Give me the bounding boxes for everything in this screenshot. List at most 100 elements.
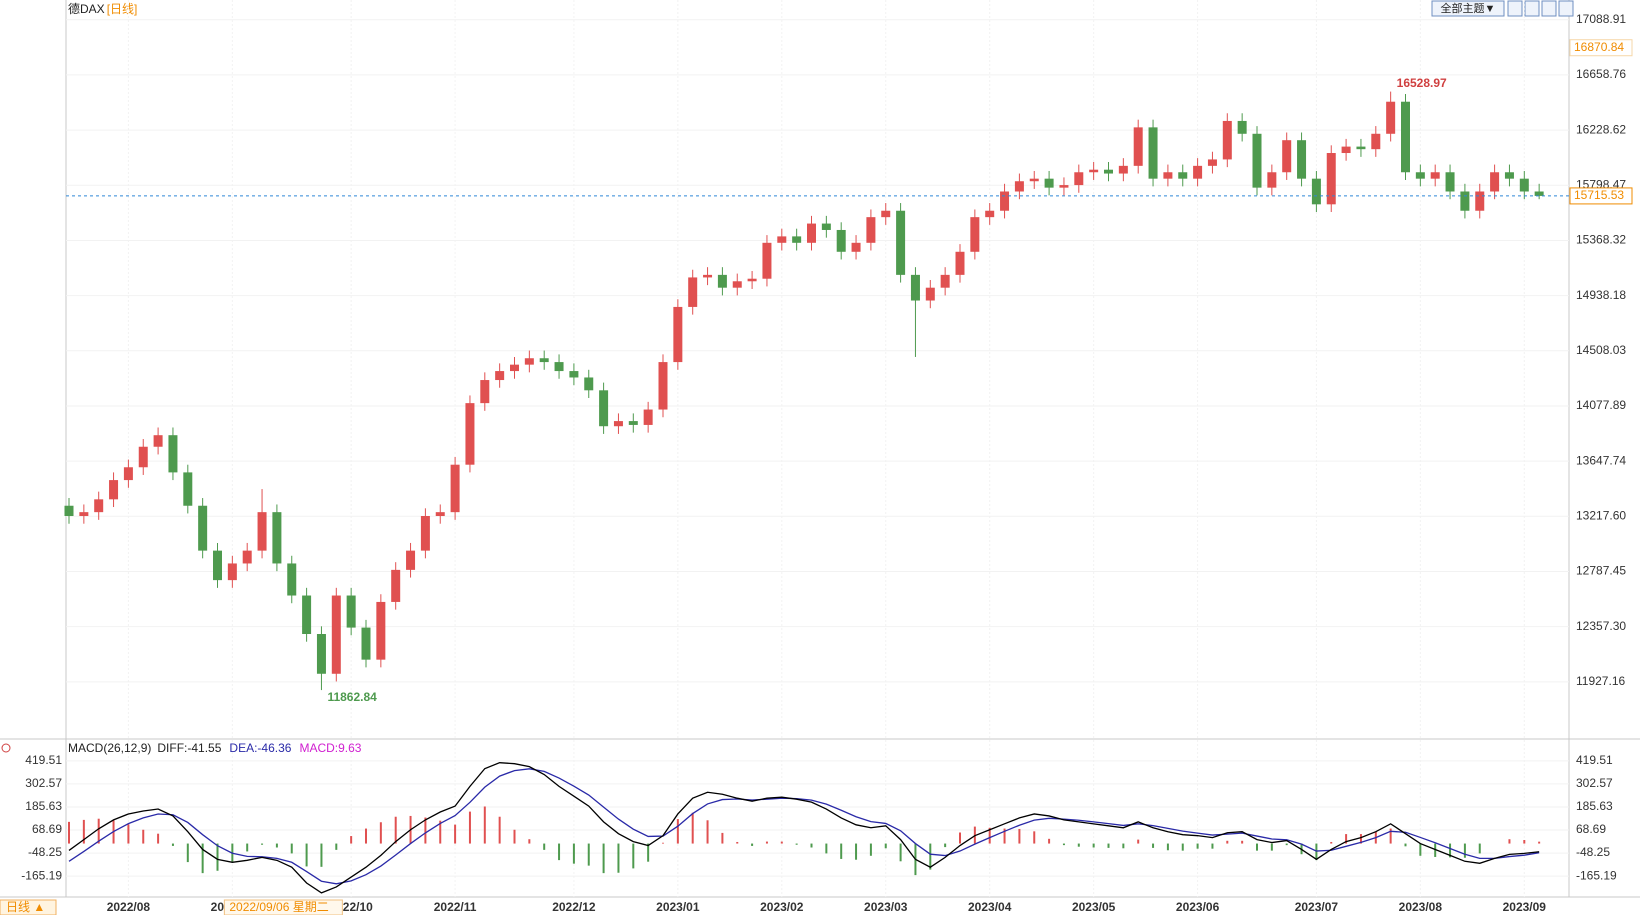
candle-body [1356,146,1366,150]
candle-body [881,210,891,218]
candle-body [821,223,831,230]
candle-body [1401,101,1410,173]
candle-body [539,358,549,363]
candle-body [242,550,252,564]
candle-body [1148,127,1158,179]
candle-body [807,223,816,243]
candle-body [1326,153,1336,205]
y-tick-label: 185.63 [1576,799,1613,813]
candle-body [1252,133,1262,188]
candle-body [985,210,995,218]
candle-body [1029,178,1039,182]
x-tick-label: 2023/09 [1503,900,1547,914]
candle-body [1519,178,1529,192]
last-price-label: 15715.53 [1574,188,1624,202]
candle-body [762,242,772,279]
y-tick-label: 13217.60 [1576,508,1626,522]
macd-value: 9.63 [338,741,362,755]
crosshair-date: 2022/09/06 星期二 [229,900,328,914]
candle-body [1445,172,1455,192]
candle-body [1059,185,1069,188]
candle-body [599,390,609,427]
y-tick-label: 16658.76 [1576,67,1626,81]
candle-body [925,287,935,301]
period-button-label[interactable]: 日线 ▲ [6,900,45,914]
candle-body [643,409,653,425]
price-marker-label: 16870.84 [1574,40,1624,54]
candle-body [747,278,757,282]
candle-body [1341,146,1351,154]
candle-body [628,421,638,425]
candle-body [480,380,490,404]
candle-body [64,505,74,517]
candle-body [1430,172,1440,179]
candle-body [227,563,237,581]
candle-body [717,274,727,288]
y-tick-label: 302.57 [1576,776,1613,790]
dea-label: DEA: [229,741,257,755]
dea-line [68,768,1540,885]
x-tick-label: 2023/01 [656,900,700,914]
candle-body [658,362,668,410]
candle-body [732,281,742,288]
y-tick-label: 15368.32 [1576,233,1626,247]
period-button[interactable] [0,899,57,915]
candle-body [331,595,341,674]
theme-button[interactable] [1431,0,1505,17]
candle-body [272,512,282,564]
symbol: 德DAX [68,1,105,16]
y-tick-label: 14508.03 [1576,343,1626,357]
candle-body [302,595,312,635]
max-label: 16528.97 [1397,76,1447,90]
y-tick-label-left: 68.69 [32,822,62,836]
candle-body [287,563,297,596]
layout-button[interactable] [1558,0,1574,17]
candle-body [1534,191,1544,196]
candle-body [94,499,104,513]
candle-body [1089,169,1099,173]
x-tick-label: 2023/06 [1176,900,1220,914]
layout-button[interactable] [1507,0,1523,17]
y-tick-label-left: 185.63 [25,799,62,813]
candle-body [510,364,519,372]
y-tick-label-left: -48.25 [28,845,62,859]
y-tick-label: 419.51 [1576,753,1613,767]
y-tick-label: 14938.18 [1576,288,1626,302]
theme-button-label[interactable]: 全部主题▼ [1441,1,1496,15]
candle-body [406,550,416,570]
candle-body [1475,191,1485,211]
y-tick-label-left: 302.57 [25,776,62,790]
y-tick-label: 13647.74 [1576,453,1626,467]
candle-body [584,377,594,391]
candle-body [688,277,698,307]
layout-button[interactable] [1524,0,1540,17]
diff-value: -41.55 [187,741,221,755]
indicator-icon[interactable] [1,743,11,753]
candle-body [1044,178,1054,188]
candle-body [1207,159,1217,166]
candle-body [910,274,920,301]
candle-body [1222,120,1232,160]
candle-body [79,512,89,517]
candle-body [955,251,965,275]
candle-body [138,446,148,468]
candle-body [1297,140,1307,179]
macd-label: MACD: [299,741,338,755]
candle-body [970,217,980,252]
candle-body [851,242,861,252]
y-tick-label: 12357.30 [1576,619,1626,633]
candle-body [1267,172,1277,188]
candle-body [391,569,401,602]
candle-body [316,634,326,674]
layout-button[interactable] [1541,0,1557,17]
candle-body [1074,172,1084,186]
candle-body [123,467,133,481]
candle-body [450,464,460,513]
candle-body [1193,165,1203,179]
candle-body [940,274,950,288]
candle-body [198,505,208,551]
candle-body [1014,181,1024,192]
y-tick-label: 16228.62 [1576,122,1626,136]
